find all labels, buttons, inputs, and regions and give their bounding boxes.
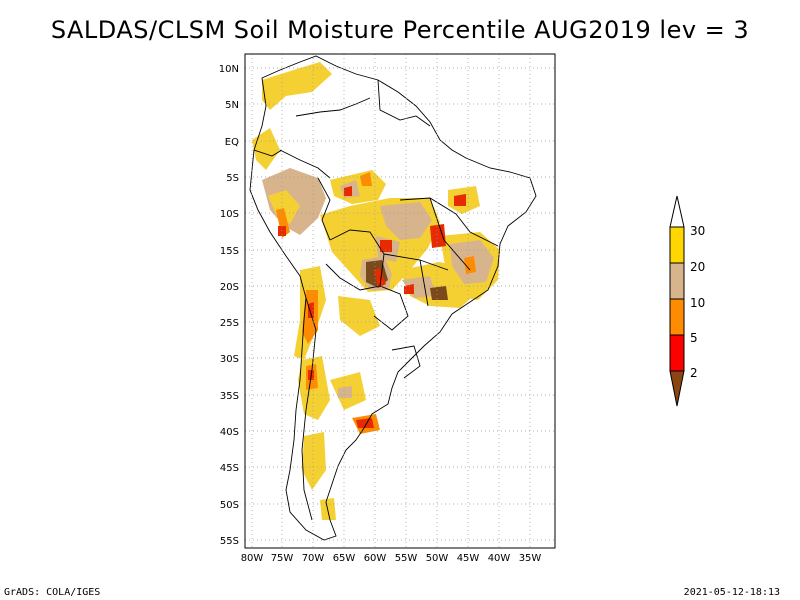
lat-label: 45S (220, 463, 239, 474)
lat-label: 10S (220, 209, 239, 220)
footer-timestamp: 2021-05-12-18:13 (683, 587, 780, 598)
colorbar-labels: 30 20 10 5 2 (690, 224, 705, 380)
colorbar-segment-red (669, 334, 685, 372)
shade-chaco-yellow (338, 296, 380, 336)
map-frame-bg (245, 54, 555, 548)
continent-outline (249, 55, 537, 541)
shade-amazon-red (344, 186, 352, 196)
lat-label: 50S (220, 500, 239, 511)
lon-label: 80W (241, 553, 264, 564)
colorbar (669, 195, 685, 407)
boundaries (249, 55, 537, 541)
border-venezuela (295, 97, 371, 117)
lon-label: 50W (426, 553, 449, 564)
shade-ba-red (356, 418, 374, 428)
shade-central-tan (380, 202, 432, 240)
lat-label: 15S (220, 246, 239, 257)
border-bolivia (325, 229, 385, 291)
shade-se-red (404, 284, 414, 294)
shade-central-red (380, 240, 392, 252)
shade-colombia (252, 128, 280, 170)
shade-peru-yellow (268, 190, 300, 224)
border-colombia (279, 149, 331, 179)
border-brazil-states (383, 197, 499, 307)
footer-credit: GrADS: COLA/IGES (4, 587, 101, 598)
lon-label: 40W (488, 553, 511, 564)
colorbar-label: 20 (690, 260, 705, 274)
lon-label: 35W (519, 553, 542, 564)
shade-north (262, 62, 332, 110)
shade-se-brown (430, 286, 448, 300)
shade-pantanal-red (374, 268, 386, 288)
colorbar-label: 2 (690, 366, 698, 380)
lon-label: 65W (333, 553, 356, 564)
colorbar-label: 30 (690, 224, 705, 238)
shade-amazon-orange (360, 172, 372, 186)
colorbar-top-arrow (669, 195, 685, 228)
lat-label: 20S (220, 282, 239, 293)
shade-cuyo-tan (338, 386, 352, 398)
shade-peru-orange (276, 208, 290, 238)
lon-labels: 80W 75W 70W 65W 60W 55W 50W 45W 40W 35W (241, 553, 542, 564)
border-guianas (377, 79, 431, 127)
shade-ne-red (454, 194, 466, 206)
lat-label: EQ (225, 137, 239, 148)
colorbar-bottom-arrow (669, 370, 685, 407)
lat-label: 25S (220, 318, 239, 329)
colorbar-label: 10 (690, 296, 705, 310)
lat-label: 55S (220, 536, 239, 547)
colorbar-segment-yellow (669, 226, 685, 264)
shade-patagonia-yellow (302, 432, 326, 490)
lat-label: 5N (225, 100, 239, 111)
border-uruguay (391, 345, 421, 379)
border-ecuador (253, 149, 283, 157)
shade-goias-red (430, 224, 446, 248)
shade-andes-red (308, 302, 314, 318)
lat-labels: 10N 5N EQ 5S 10S 15S 20S 25S 30S 35S 40S… (219, 64, 239, 547)
shade-minas-orange (464, 256, 476, 274)
lat-label: 40S (220, 427, 239, 438)
lon-label: 60W (364, 553, 387, 564)
border-paraguay (373, 285, 409, 331)
colorbar-segment-orange (669, 298, 685, 336)
colorbar-label: 5 (690, 331, 698, 345)
lon-label: 55W (395, 553, 418, 564)
map-frame (244, 53, 556, 549)
border-argentina-chile (301, 297, 317, 521)
lat-label: 30S (220, 354, 239, 365)
lon-label: 75W (271, 553, 294, 564)
lat-label: 10N (219, 64, 239, 75)
lon-label: 70W (302, 553, 325, 564)
map-title: SALDAS/CLSM Soil Moisture Percentile AUG… (50, 16, 750, 44)
lat-label: 5S (226, 173, 239, 184)
lon-label: 45W (457, 553, 480, 564)
lat-label: 35S (220, 391, 239, 402)
border-peru-brazil (317, 177, 331, 241)
colorbar-segment-tan (669, 262, 685, 300)
